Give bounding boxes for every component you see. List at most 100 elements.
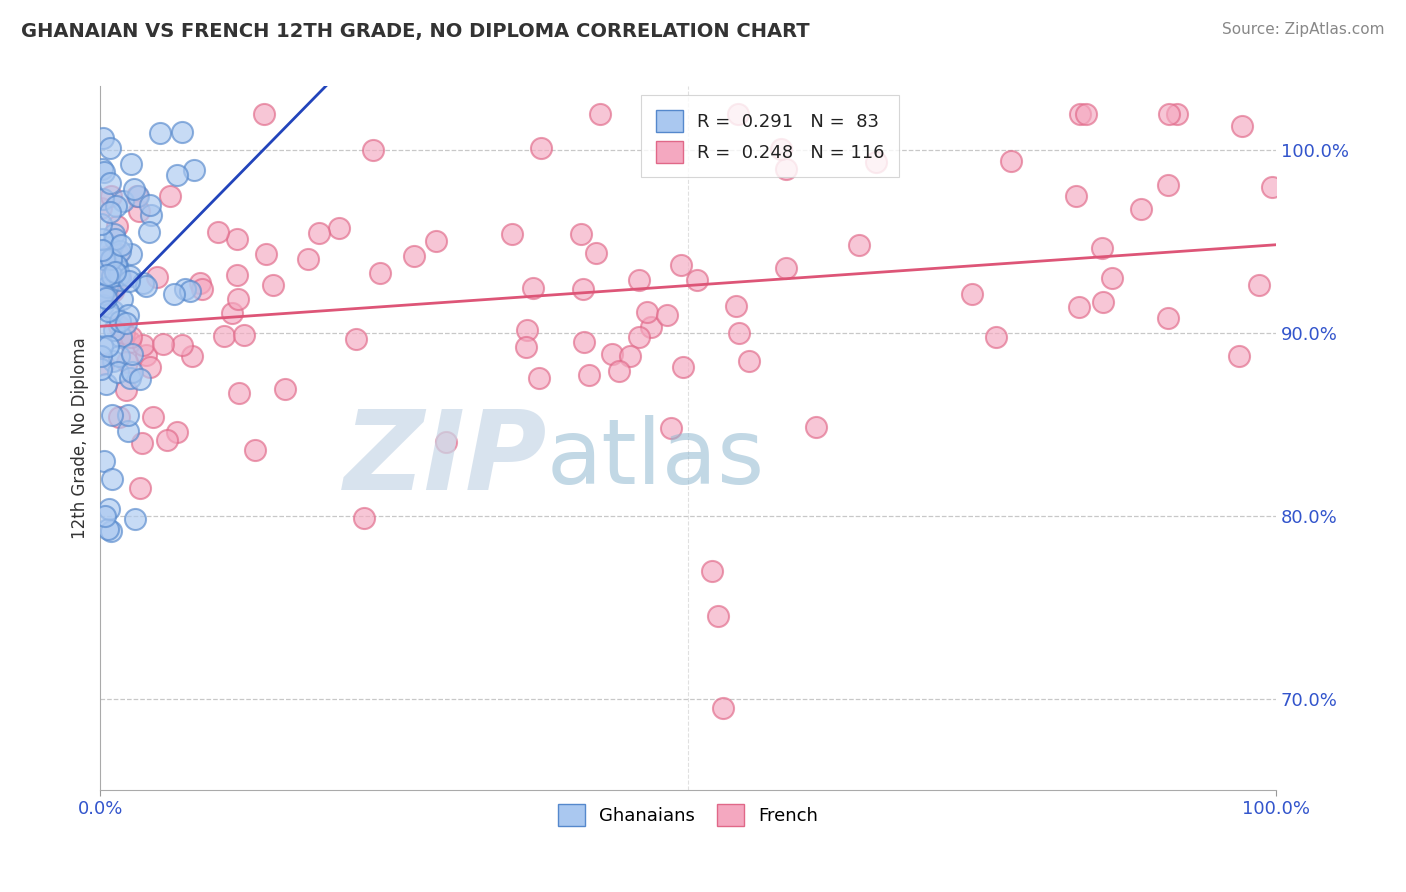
Point — [607, 364, 630, 378]
Point — [110, 270, 132, 285]
Point — [1069, 107, 1091, 121]
Point — [146, 269, 169, 284]
Point — [636, 304, 658, 318]
Text: Source: ZipAtlas.com: Source: ZipAtlas.com — [1222, 22, 1385, 37]
Point — [96, 268, 118, 283]
Point — [96, 268, 118, 282]
Point — [104, 280, 127, 294]
Point — [103, 227, 125, 242]
Point — [181, 349, 204, 363]
Point — [120, 247, 142, 261]
Point — [117, 425, 139, 439]
Point — [111, 292, 134, 306]
Point — [127, 189, 149, 203]
Point — [100, 189, 122, 203]
Point — [91, 357, 114, 371]
Point — [104, 265, 127, 279]
Point — [1092, 294, 1115, 309]
Point — [361, 143, 384, 157]
Point — [344, 332, 367, 346]
Point — [1157, 107, 1180, 121]
Point — [1157, 310, 1180, 325]
Point — [727, 107, 749, 121]
Point — [128, 372, 150, 386]
Point — [207, 225, 229, 239]
Point — [108, 318, 131, 333]
Point — [96, 522, 118, 536]
Point — [108, 272, 131, 286]
Point — [90, 232, 112, 246]
Point — [94, 284, 117, 298]
Point — [1129, 202, 1152, 216]
Point — [713, 700, 735, 714]
Point — [770, 142, 793, 156]
Point — [179, 285, 201, 299]
Point — [142, 410, 165, 425]
Point — [101, 304, 124, 318]
Point — [149, 126, 172, 140]
Point — [141, 208, 163, 222]
Point — [108, 410, 131, 425]
Point — [98, 140, 121, 154]
Point — [628, 330, 651, 344]
Point — [107, 365, 129, 379]
Point — [94, 252, 117, 266]
Point — [91, 131, 114, 145]
Point — [135, 348, 157, 362]
Point — [806, 420, 828, 434]
Point — [97, 304, 120, 318]
Point — [254, 246, 277, 260]
Point — [640, 319, 662, 334]
Point — [274, 383, 297, 397]
Point — [1227, 349, 1250, 363]
Point — [120, 156, 142, 170]
Point — [91, 270, 114, 285]
Point — [724, 299, 747, 313]
Point — [101, 354, 124, 368]
Point — [108, 314, 131, 328]
Point — [139, 359, 162, 374]
Point — [103, 323, 125, 337]
Point — [93, 165, 115, 179]
Point — [100, 252, 122, 266]
Point — [245, 443, 267, 458]
Point — [90, 361, 112, 376]
Point — [110, 238, 132, 252]
Point — [107, 268, 129, 283]
Point — [94, 291, 117, 305]
Point — [368, 266, 391, 280]
Point — [124, 512, 146, 526]
Point — [115, 317, 138, 331]
Point — [118, 335, 141, 350]
Point — [578, 368, 600, 383]
Point — [120, 330, 142, 344]
Point — [738, 353, 761, 368]
Point — [100, 524, 122, 539]
Point — [98, 205, 121, 219]
Point — [91, 192, 114, 206]
Point — [91, 243, 114, 257]
Point — [105, 199, 128, 213]
Point — [1064, 189, 1087, 203]
Point — [91, 287, 114, 301]
Point — [104, 232, 127, 246]
Text: atlas: atlas — [547, 416, 765, 503]
Point — [122, 181, 145, 195]
Point — [1157, 178, 1180, 193]
Point — [166, 425, 188, 440]
Point — [516, 322, 538, 336]
Point — [120, 268, 142, 283]
Point — [655, 308, 678, 322]
Point — [700, 564, 723, 578]
Point — [308, 226, 330, 240]
Point — [101, 284, 124, 298]
Point — [170, 125, 193, 139]
Point — [91, 298, 114, 312]
Point — [1166, 107, 1188, 121]
Point — [728, 326, 751, 340]
Point — [94, 508, 117, 523]
Point — [232, 328, 254, 343]
Point — [572, 282, 595, 296]
Point — [170, 338, 193, 352]
Text: ZIP: ZIP — [343, 406, 547, 513]
